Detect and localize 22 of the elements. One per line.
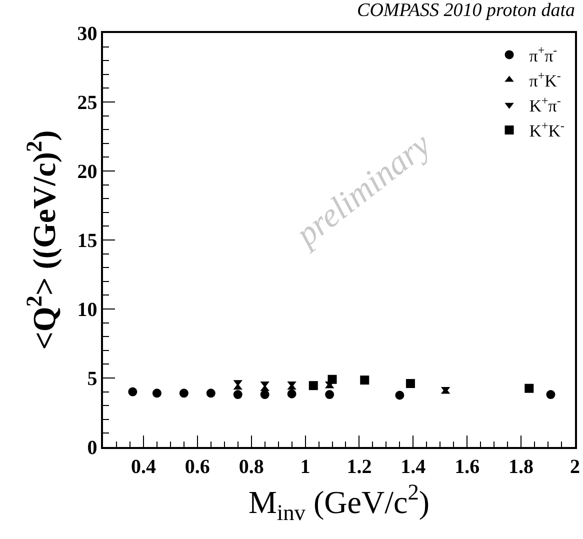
x-tick-label: 0.4 — [130, 456, 156, 478]
y-tick-label: 20 — [77, 161, 98, 183]
y-tick-label: 25 — [77, 92, 98, 114]
legend-label: π$^{+}$K$^{-}$ — [529, 68, 561, 90]
y-tick-label: 5 — [87, 368, 98, 390]
x-tick-label: 1.6 — [454, 456, 480, 478]
legend-label: K$^{+}$π$^{-}$ — [529, 93, 561, 116]
x-axis-title: M$_{inv}$ (GeV/c$^{2}$) — [248, 480, 430, 525]
x-tick-label: 0.6 — [184, 456, 210, 478]
y-tick-label: 0 — [87, 437, 98, 459]
y-tick-label: 15 — [77, 230, 98, 252]
x-tick-label: 1.2 — [346, 456, 372, 478]
y-tick-label: 10 — [77, 299, 98, 321]
x-tick-label: 1 — [300, 456, 310, 478]
legend-label: K$^{+}$K$^{-}$ — [529, 118, 565, 141]
legend-label: π$^{+}$π$^{-}$ — [529, 43, 558, 66]
x-tick-label: 1.4 — [400, 456, 426, 478]
x-tick-label: 0.8 — [238, 456, 264, 478]
y-tick-label: 30 — [77, 23, 98, 45]
x-tick-label: 1.8 — [508, 456, 534, 478]
x-tick-label: 2 — [570, 456, 580, 478]
chart-title: COMPASS 2010 proton data — [357, 0, 575, 21]
